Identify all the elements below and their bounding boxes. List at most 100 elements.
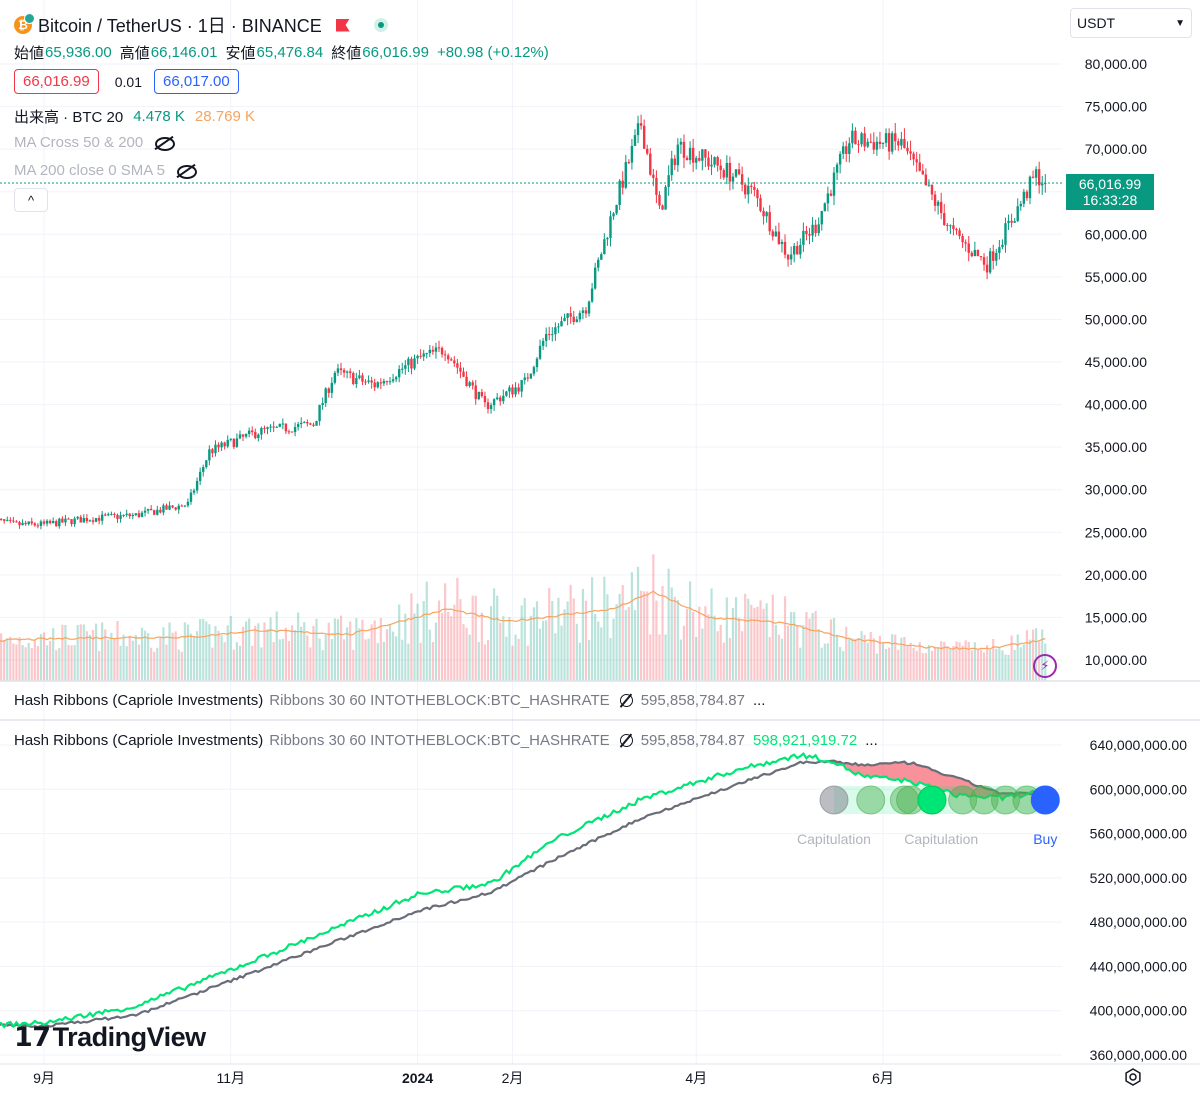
volume-legend[interactable]: 出来高 · BTC 20 4.478 K 28.769 K <box>14 106 255 127</box>
candle <box>551 327 554 342</box>
collapse-legend-button[interactable]: ^ <box>14 188 48 212</box>
more-values[interactable]: ... <box>752 692 766 709</box>
candle <box>649 147 652 176</box>
candle <box>140 510 144 518</box>
volume-bar <box>897 649 900 681</box>
price-tick-label: 75,000.00 <box>1085 99 1147 115</box>
volume-bar <box>649 634 652 681</box>
candle <box>869 133 872 144</box>
volume-bar <box>254 625 257 681</box>
volume-bar <box>940 641 943 681</box>
volume-bar <box>315 618 318 681</box>
candle <box>275 425 278 428</box>
volume-bar <box>774 624 777 681</box>
candle <box>462 367 465 378</box>
volume-bar <box>18 637 21 681</box>
candle <box>900 131 903 150</box>
volume-bar <box>955 641 958 681</box>
volume-bar <box>557 597 560 681</box>
tradingview-logo[interactable]: 𝟭𝟳TradingView <box>14 1022 206 1053</box>
volume-bar <box>422 601 425 681</box>
volume-bar <box>297 612 300 681</box>
candle <box>529 373 533 379</box>
candle <box>278 423 281 428</box>
volume-bar <box>1028 639 1032 681</box>
candle <box>486 398 490 414</box>
volume-bar <box>551 600 554 681</box>
candle <box>985 256 989 280</box>
volume-bar <box>695 636 698 681</box>
volume-bar <box>3 639 6 681</box>
volume-bar <box>600 627 603 681</box>
candle <box>312 422 315 427</box>
candle <box>590 283 594 303</box>
candle <box>857 140 860 153</box>
symbol-legend[interactable]: ₿ Bitcoin / TetherUS · 1日 · BINANCE <box>14 12 388 38</box>
indicator-name: Hash Ribbons (Capriole Investments) <box>14 692 264 709</box>
volume-bar <box>373 620 376 681</box>
candle <box>936 200 940 215</box>
volume-bar <box>116 621 119 681</box>
gear-icon[interactable] <box>1124 1068 1142 1086</box>
low-label: 安値 <box>225 45 256 62</box>
eye-off-icon[interactable] <box>153 136 176 151</box>
volume-bar <box>535 601 539 681</box>
candle <box>134 513 138 517</box>
candle <box>254 428 257 440</box>
indicator-pane1-legend[interactable]: Hash Ribbons (Capriole Investments) Ribb… <box>14 692 765 709</box>
volume-bar <box>612 618 615 681</box>
sell-price-button[interactable]: 66,016.99 <box>14 69 99 94</box>
volume-bar <box>174 631 177 681</box>
candle <box>428 344 432 358</box>
indicator-pane2-legend[interactable]: Hash Ribbons (Capriole Investments) Ribb… <box>14 732 878 749</box>
volume-bar <box>269 617 272 681</box>
hash-axis[interactable]: 640,000,000.00 600,000,000.00 560,000,000.… <box>1090 737 1188 1063</box>
volume-bar <box>572 598 575 681</box>
signal-circle-capitulation <box>819 785 849 815</box>
volume-bar <box>128 635 131 681</box>
change-value: +80.98 (+0.12%) <box>437 44 549 61</box>
price-axis[interactable]: 80,000.0075,000.0070,000.0065,000.0060,0… <box>1085 56 1147 668</box>
candle <box>676 138 680 172</box>
candle <box>373 378 376 391</box>
candle <box>21 519 24 526</box>
volume-bar <box>131 640 134 681</box>
signal-circle-buy <box>1030 785 1060 815</box>
candle <box>401 362 404 374</box>
candle <box>744 183 747 199</box>
volume-bar <box>278 639 281 681</box>
candle <box>232 438 236 450</box>
volume-bar <box>15 644 18 681</box>
eye-off-icon[interactable] <box>175 164 197 179</box>
candle <box>526 373 530 382</box>
currency-select[interactable]: USDT ▼ <box>1070 8 1192 38</box>
candle <box>918 153 921 172</box>
lightning-icon[interactable]: ⚡ <box>1033 654 1057 678</box>
candle <box>370 376 373 389</box>
time-axis[interactable]: 9月 11月 2024 2月 4月 6月 <box>33 1070 894 1086</box>
candle <box>505 390 508 397</box>
volume-bar <box>12 643 15 681</box>
volume-bar <box>713 615 716 681</box>
volume-bar <box>385 629 389 681</box>
volume-bar <box>52 628 55 681</box>
buy-price-button[interactable]: 66,017.00 <box>153 69 239 94</box>
volume-bar <box>364 639 367 681</box>
volume-bar <box>655 600 658 681</box>
volume-bar <box>643 591 646 681</box>
candle <box>183 505 187 508</box>
more-values[interactable]: ... <box>865 732 878 749</box>
candle <box>1022 188 1026 208</box>
symbol-title[interactable]: Bitcoin / TetherUS · 1日 · BINANCE <box>38 16 322 36</box>
volume-bar <box>248 618 251 681</box>
candle <box>9 517 12 524</box>
volume-bar <box>826 643 829 681</box>
volume-bar <box>168 622 171 681</box>
signal-circle-capitulation <box>990 785 1020 815</box>
hidden-indicator-ma-cross[interactable]: MA Cross 50 & 200 <box>14 134 176 151</box>
candle <box>740 166 744 192</box>
flag-icon[interactable] <box>335 18 350 32</box>
volume-bar <box>924 653 927 681</box>
hidden-indicator-ma200[interactable]: MA 200 close 0 SMA 5 <box>14 162 197 179</box>
